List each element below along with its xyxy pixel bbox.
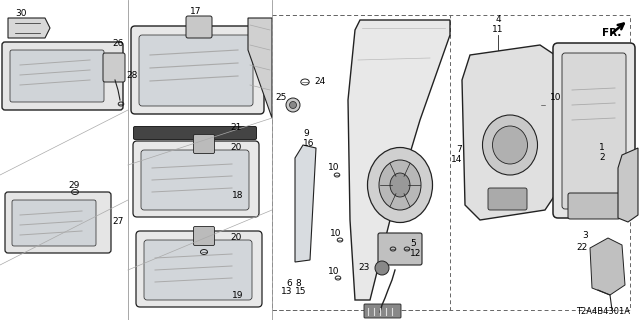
Polygon shape [248,18,272,118]
FancyBboxPatch shape [131,26,264,114]
Text: 20: 20 [230,143,241,153]
Bar [272,15,450,310]
Text: 3: 3 [582,230,588,239]
FancyBboxPatch shape [488,188,527,210]
Text: 23: 23 [358,263,370,273]
FancyBboxPatch shape [12,200,96,246]
FancyBboxPatch shape [136,231,262,307]
Text: 19: 19 [232,291,243,300]
Text: 4: 4 [495,15,501,25]
Ellipse shape [390,173,410,197]
FancyBboxPatch shape [5,192,111,253]
Text: T2A4B4301A: T2A4B4301A [576,308,630,316]
FancyBboxPatch shape [144,240,252,300]
Text: 24: 24 [314,77,325,86]
Polygon shape [348,20,450,300]
FancyBboxPatch shape [193,134,214,154]
Ellipse shape [289,101,296,108]
Text: 10: 10 [328,164,339,172]
Text: 15: 15 [295,287,307,297]
Text: 29: 29 [68,180,79,189]
Polygon shape [618,148,638,222]
Text: 6: 6 [286,278,292,287]
Text: 14: 14 [451,156,462,164]
FancyBboxPatch shape [553,43,635,218]
FancyBboxPatch shape [134,126,257,140]
FancyBboxPatch shape [568,193,620,219]
Text: 25: 25 [276,92,287,101]
Text: 12: 12 [410,249,421,258]
FancyBboxPatch shape [139,35,253,106]
Text: 5: 5 [410,238,416,247]
FancyBboxPatch shape [103,53,125,82]
Text: 28: 28 [126,70,138,79]
Ellipse shape [379,160,421,210]
Text: 2: 2 [600,154,605,163]
Text: 10: 10 [550,93,561,102]
Text: 30: 30 [15,9,26,18]
Text: 7: 7 [456,146,462,155]
FancyBboxPatch shape [186,16,212,38]
Polygon shape [295,145,316,262]
Polygon shape [590,238,625,295]
FancyBboxPatch shape [193,227,214,245]
Text: 9: 9 [303,129,308,138]
Text: 10: 10 [330,228,342,237]
Text: 20: 20 [230,234,241,243]
Polygon shape [462,45,555,220]
Text: 22: 22 [577,243,588,252]
FancyBboxPatch shape [562,53,626,209]
Text: 8: 8 [295,278,301,287]
Polygon shape [8,18,50,38]
Text: 1: 1 [599,143,605,153]
Text: 26: 26 [112,38,124,47]
Text: 13: 13 [280,287,292,297]
Ellipse shape [483,115,538,175]
Ellipse shape [375,261,389,275]
Text: 21: 21 [230,123,241,132]
Text: 10: 10 [328,267,339,276]
FancyBboxPatch shape [10,50,104,102]
FancyBboxPatch shape [378,233,422,265]
Text: 17: 17 [190,7,202,17]
Text: 11: 11 [492,26,504,35]
Text: 18: 18 [232,190,243,199]
Ellipse shape [286,98,300,112]
Bar [272,15,630,310]
Ellipse shape [367,148,433,222]
FancyBboxPatch shape [2,42,123,110]
Text: 27: 27 [112,218,124,227]
Text: FR.: FR. [602,28,621,38]
FancyBboxPatch shape [364,304,401,318]
Text: 16: 16 [303,139,314,148]
FancyBboxPatch shape [141,150,249,210]
FancyBboxPatch shape [133,141,259,217]
Ellipse shape [493,126,527,164]
